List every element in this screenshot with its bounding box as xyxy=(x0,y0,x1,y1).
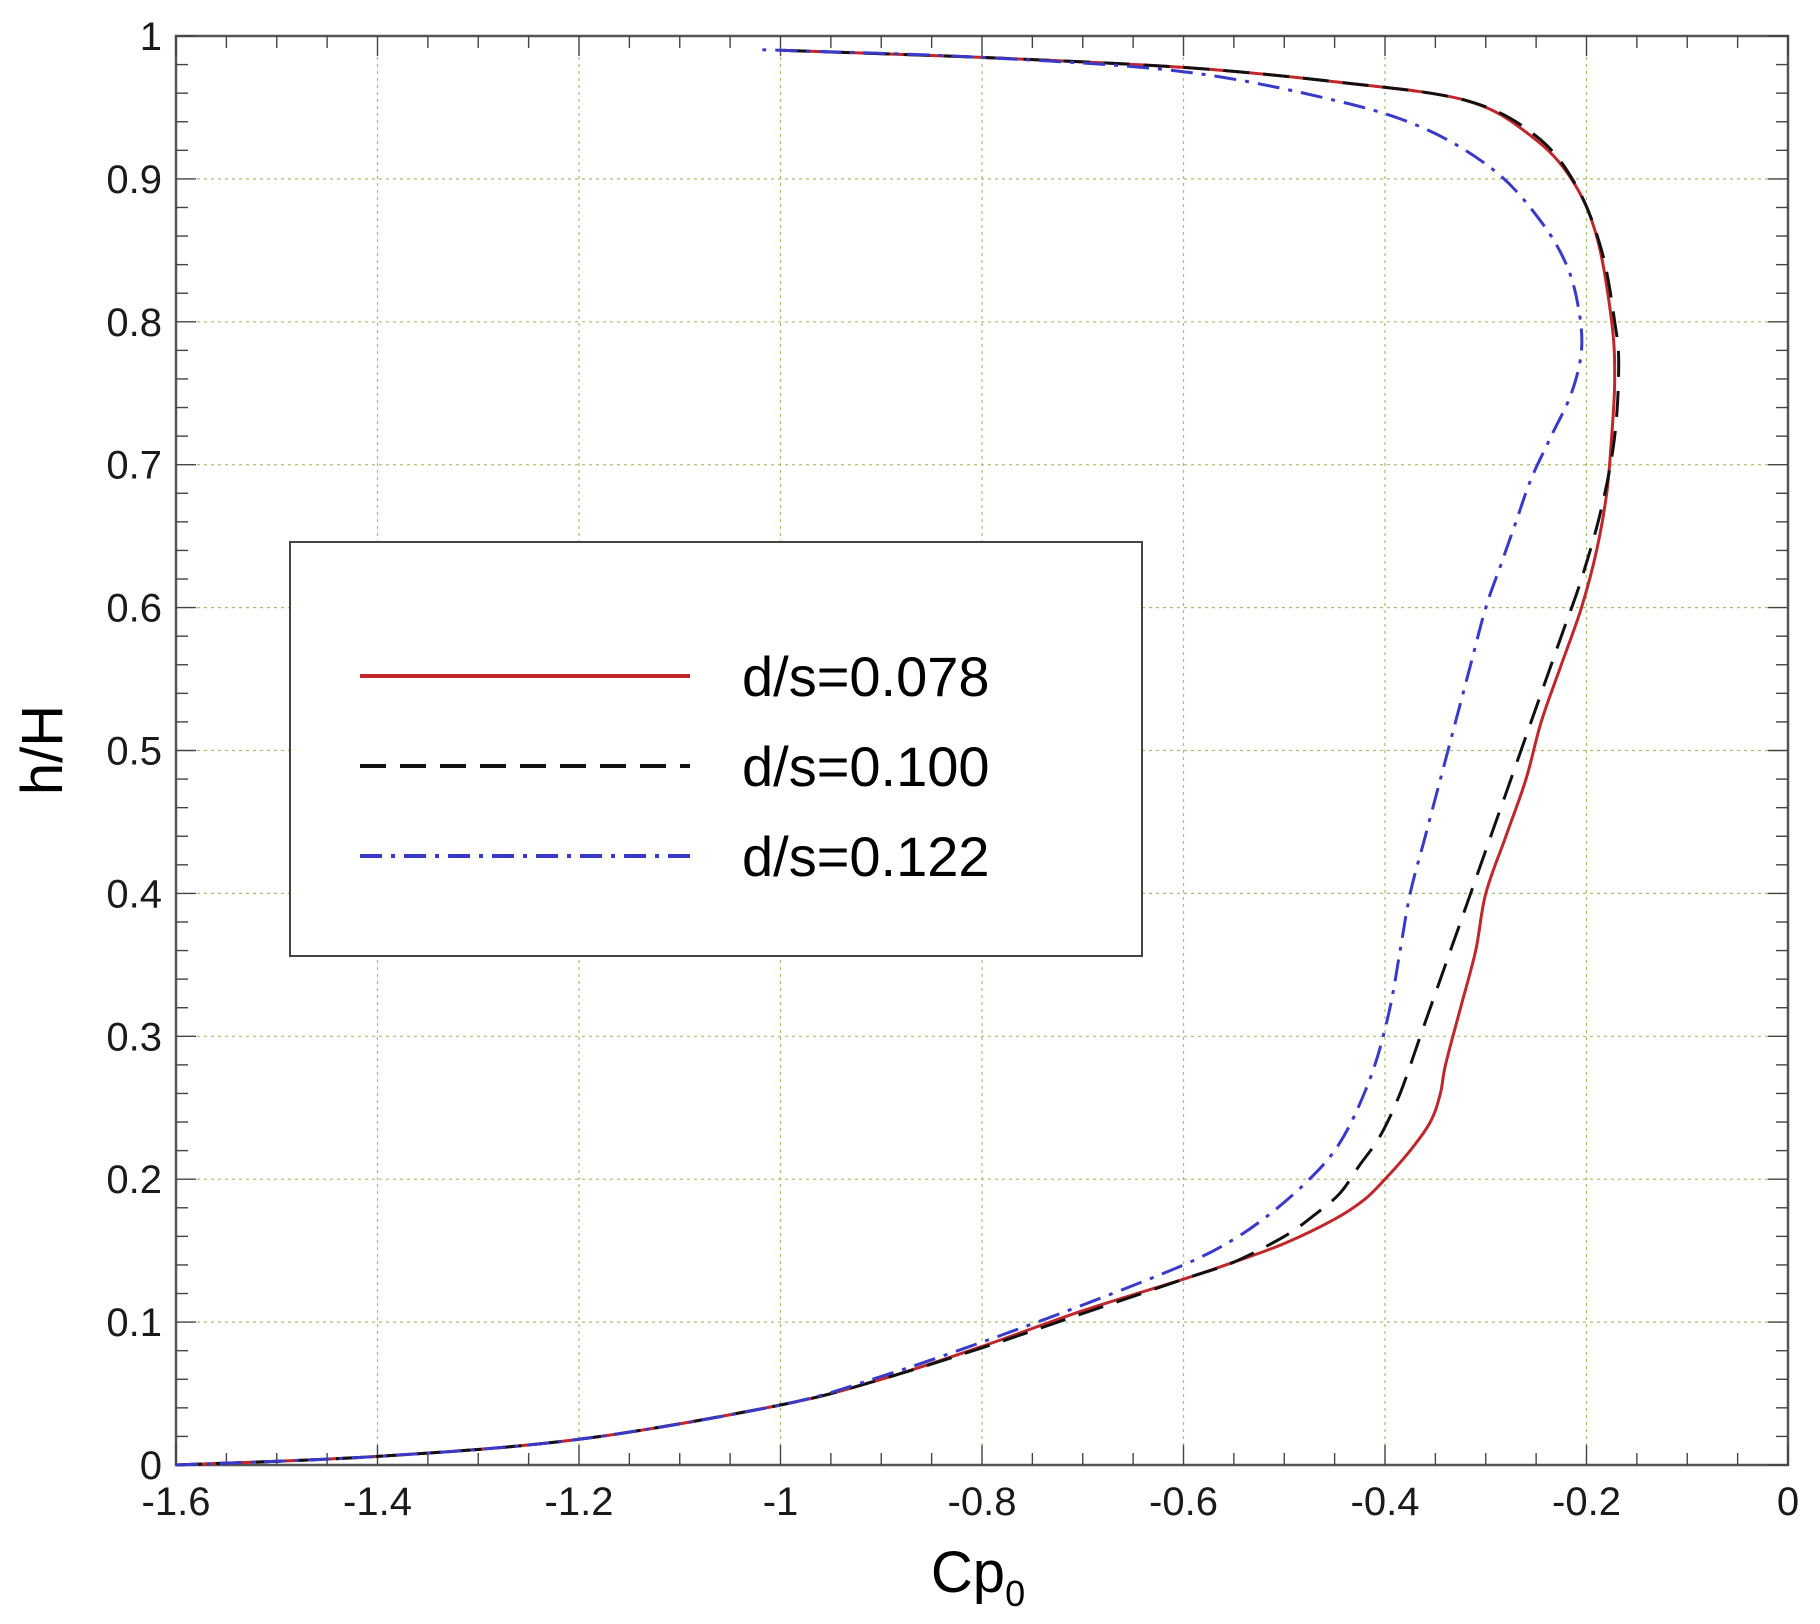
x-tick-label: -1.6 xyxy=(142,1480,211,1524)
y-tick-label: 0.5 xyxy=(106,730,162,774)
x-tick-label: -0.8 xyxy=(948,1480,1017,1524)
x-tick-label: -1.2 xyxy=(545,1480,614,1524)
x-axis-title: Cp0 xyxy=(931,1540,1025,1614)
series-line-2 xyxy=(175,48,1584,1467)
x-tick-label: -0.6 xyxy=(1149,1480,1218,1524)
x-axis-title-main: Cp xyxy=(931,1540,1005,1605)
x-tick-label: -0.2 xyxy=(1552,1480,1621,1524)
y-tick-label: 0.6 xyxy=(106,587,162,631)
x-tick-label: -0.4 xyxy=(1351,1480,1420,1524)
x-tick-label: -1 xyxy=(763,1480,799,1524)
y-tick-label: 0.4 xyxy=(106,872,162,916)
legend-label-1: d/s=0.100 xyxy=(742,735,990,798)
y-tick-label: 0.8 xyxy=(106,301,162,345)
y-tick-label: 0.1 xyxy=(106,1301,162,1345)
x-tick-label: 0 xyxy=(1777,1480,1799,1524)
x-tick-label: -1.4 xyxy=(343,1480,412,1524)
legend-box xyxy=(289,541,1143,957)
y-tick-label: 0.3 xyxy=(106,1015,162,1059)
y-tick-label: 0 xyxy=(140,1444,162,1488)
x-axis-title-subscript: 0 xyxy=(1005,1573,1025,1614)
legend-label-0: d/s=0.078 xyxy=(742,645,990,708)
y-axis-title: h/H xyxy=(10,705,75,795)
y-tick-label: 0.2 xyxy=(106,1158,162,1202)
legend-label-2: d/s=0.122 xyxy=(742,825,990,888)
x-axis: -1.6 -1.4 -1.2 -1 -0.8 -0.6 -0.4 -0.2 0 xyxy=(142,1480,1800,1524)
series-group xyxy=(175,48,1621,1467)
y-tick-label: 1 xyxy=(140,15,162,59)
y-axis: 0 0.1 0.2 0.3 0.4 0.5 0.6 0.7 0.8 0.9 1 xyxy=(106,15,162,1488)
y-tick-label: 0.7 xyxy=(106,444,162,488)
series-line-1 xyxy=(175,48,1621,1467)
legend: d/s=0.078 d/s=0.100 d/s=0.122 xyxy=(289,541,1143,957)
y-tick-label: 0.9 xyxy=(106,158,162,202)
